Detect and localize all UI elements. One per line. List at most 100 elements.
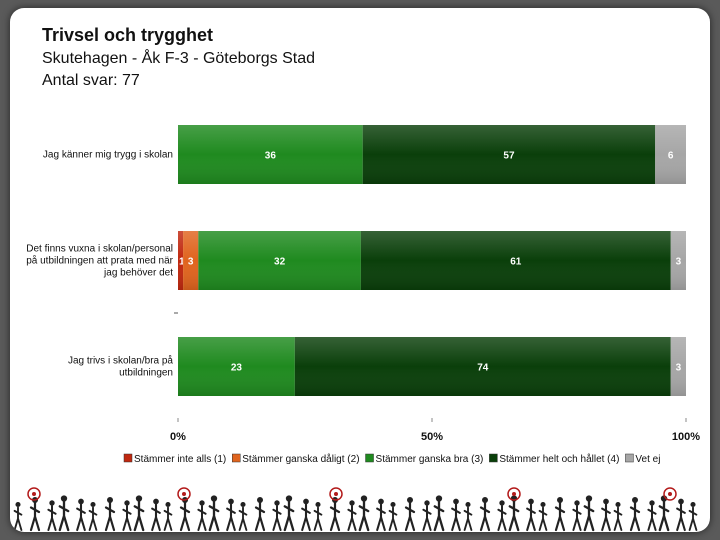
legend-label: Stämmer inte alls (1) — [134, 454, 226, 465]
person-head — [360, 495, 368, 502]
target-center — [668, 492, 672, 496]
person-body — [208, 500, 220, 532]
stacked-bar-chart: 0036576Jag känner mig trygg i skolan1332… — [26, 125, 700, 465]
page-subtitle: Skutehagen - Åk F-3 - Göteborgs Stad — [42, 50, 316, 67]
person-head — [649, 500, 655, 506]
bars-group: 0036576Jag känner mig trygg i skolan1332… — [26, 125, 686, 396]
person-head — [240, 501, 246, 508]
data-label: 36 — [265, 151, 277, 162]
person-body — [404, 501, 416, 532]
x-tick-label: 100% — [672, 431, 700, 443]
target-marker — [27, 487, 41, 501]
bar-shine — [198, 231, 361, 290]
person-body — [554, 501, 566, 532]
bar-shine — [655, 125, 686, 184]
person-body — [358, 500, 370, 532]
target-marker — [177, 487, 191, 501]
person-head — [60, 495, 68, 502]
target-marker — [507, 487, 521, 501]
person-body — [613, 506, 623, 531]
category-label: jag behöver det — [103, 268, 173, 279]
x-tick-label: 50% — [421, 431, 443, 443]
person-head — [465, 501, 471, 508]
person-body — [163, 506, 173, 531]
legend-swatch — [625, 453, 634, 463]
person-head — [540, 501, 546, 508]
person-body — [376, 503, 386, 532]
person-body — [104, 501, 116, 532]
target-center — [512, 492, 516, 496]
person-body — [313, 506, 323, 531]
person-body — [301, 503, 311, 532]
data-label: 61 — [510, 257, 522, 268]
person-head — [453, 498, 459, 505]
target-center — [334, 492, 338, 496]
person-body — [388, 506, 398, 531]
category-label: Jag känner mig trygg i skolan — [43, 150, 173, 161]
person-body — [58, 500, 70, 532]
person-head — [424, 500, 430, 506]
person-head — [257, 497, 263, 503]
person-body — [88, 506, 98, 531]
legend-swatch — [232, 453, 241, 463]
person-head — [285, 495, 293, 502]
person-body — [688, 506, 698, 531]
person-head — [390, 501, 396, 508]
bar-shine — [294, 337, 671, 396]
data-label: 74 — [477, 363, 489, 374]
person-body — [76, 503, 86, 532]
person-head — [199, 500, 205, 506]
person-body — [13, 506, 23, 531]
person-body — [238, 506, 248, 531]
category-label: utbildningen — [119, 368, 173, 379]
data-label: 23 — [231, 363, 243, 374]
person-head — [153, 498, 159, 505]
slide: Trivsel och trygghet Skutehagen - Åk F-3… — [10, 8, 710, 532]
person-body — [272, 505, 282, 531]
person-head — [528, 498, 534, 505]
person-body — [47, 505, 57, 531]
data-label: 3 — [676, 257, 682, 268]
person-body — [629, 501, 641, 532]
person-head — [482, 497, 488, 503]
person-head — [435, 495, 443, 502]
data-label: 1 — [179, 257, 185, 268]
person-head — [49, 500, 55, 506]
target-center — [32, 492, 36, 496]
legend-label: Vet ej — [635, 454, 660, 465]
legend-label: Stämmer ganska bra (3) — [376, 454, 484, 465]
person-body — [601, 503, 611, 532]
person-body — [151, 503, 161, 532]
target-marker — [663, 487, 677, 501]
data-label: 3 — [676, 363, 682, 374]
person-head — [210, 495, 218, 502]
page-title: Trivsel och trygghet — [42, 25, 214, 45]
legend-swatch — [489, 453, 498, 463]
person-body — [133, 500, 145, 532]
person-head — [574, 500, 580, 506]
person-body — [197, 505, 207, 531]
category-label: på utbildningen att prata med när — [26, 255, 173, 267]
bar-shine — [360, 231, 671, 290]
target-marker — [329, 487, 343, 501]
legend-swatch — [123, 453, 133, 463]
person-head — [349, 500, 355, 506]
person-head — [78, 498, 84, 505]
person-body — [122, 505, 132, 531]
legend-label: Stämmer ganska dåligt (2) — [242, 453, 359, 465]
person-head — [274, 500, 280, 506]
bar-shine — [178, 231, 184, 290]
person-body — [329, 501, 341, 532]
person-head — [585, 495, 593, 502]
person-head — [90, 501, 96, 508]
data-label: 3 — [188, 257, 194, 268]
bar-shine — [178, 125, 363, 184]
data-label: 57 — [503, 151, 515, 162]
person-head — [15, 501, 21, 508]
x-tick-label: 0% — [170, 431, 186, 443]
person-body — [497, 505, 507, 531]
person-head — [407, 497, 413, 503]
person-body — [226, 503, 236, 532]
data-label: 6 — [668, 151, 674, 162]
bar-shine — [178, 337, 295, 396]
